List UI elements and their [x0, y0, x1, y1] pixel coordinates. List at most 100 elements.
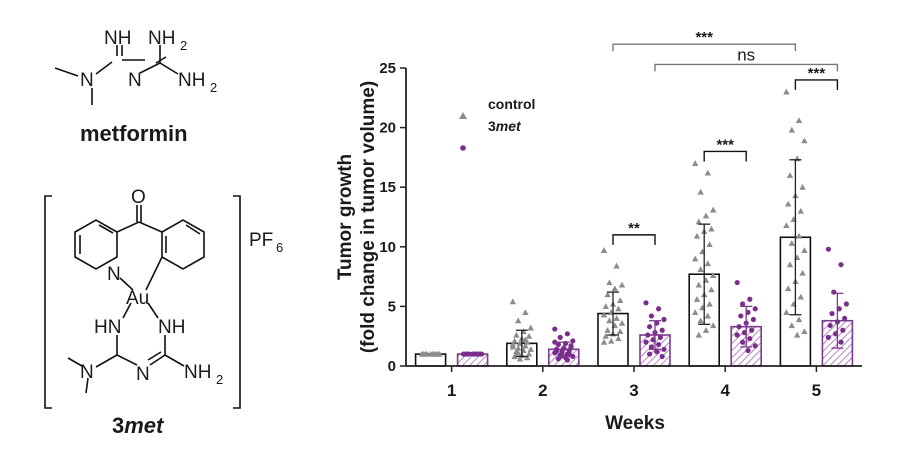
legend-marker-3met	[460, 145, 466, 151]
counterion-label: PF	[249, 230, 273, 251]
data-point-control	[695, 281, 702, 288]
data-point-control	[786, 261, 794, 268]
data-point-control	[509, 298, 516, 305]
data-point-3met	[566, 350, 572, 357]
y-tick-label: 0	[388, 358, 396, 375]
metformin-atom-n-mid: N	[128, 70, 142, 91]
data-point-3met	[843, 301, 850, 307]
data-point-control	[615, 335, 622, 342]
data-point-control	[697, 188, 704, 195]
data-point-control	[515, 317, 522, 324]
data-point-control	[695, 331, 702, 338]
x-tick-label: 3	[629, 381, 638, 400]
data-point-3met	[838, 262, 844, 268]
data-point-control	[706, 300, 713, 307]
data-point-control	[615, 305, 622, 312]
data-point-control	[785, 200, 792, 207]
data-point-control	[692, 309, 699, 315]
data-point-control	[692, 160, 699, 166]
data-point-3met	[657, 334, 664, 340]
data-point-3met	[648, 313, 655, 319]
significance-label: ns	[737, 45, 755, 64]
data-point-control	[788, 240, 795, 246]
data-point-control	[795, 232, 803, 239]
data-point-3met	[740, 339, 746, 345]
data-point-control	[797, 207, 804, 214]
data-point-3met	[564, 357, 571, 363]
y-tick-label: 15	[379, 179, 396, 196]
data-point-3met	[736, 324, 742, 330]
data-point-3met	[647, 351, 653, 357]
data-point-control	[524, 354, 531, 361]
complex-atom-nh: NH	[158, 317, 185, 338]
data-point-3met	[661, 346, 667, 352]
data-point-control	[420, 350, 427, 357]
data-point-3met	[462, 351, 468, 357]
data-point-control	[516, 355, 524, 362]
data-point-3met	[838, 339, 844, 345]
data-point-3met	[659, 327, 665, 333]
data-point-control	[515, 349, 522, 356]
data-point-control	[522, 336, 529, 343]
data-point-3met	[557, 334, 563, 340]
data-point-control	[432, 350, 440, 357]
data-point-3met	[656, 341, 662, 348]
data-point-control	[611, 285, 618, 292]
data-point-control	[600, 338, 608, 345]
data-point-3met	[752, 306, 758, 312]
data-point-3met	[749, 327, 755, 333]
data-point-3met	[734, 332, 740, 338]
complex-atom-au: Au	[126, 288, 149, 309]
x-tick-label: 1	[447, 381, 456, 400]
tumor-growth-chart: 0 5 10 15 20 25 1 2 3 4 5 Tumor growth (fold chan…	[335, 29, 862, 434]
metformin-atom-n-left: N	[80, 70, 94, 91]
data-point-control	[702, 327, 710, 333]
data-point-3met	[654, 349, 660, 355]
significance-label: ***	[695, 29, 713, 46]
data-point-3met	[475, 351, 481, 357]
data-point-control	[704, 312, 711, 319]
data-point-3met	[750, 316, 757, 323]
data-point-control	[513, 331, 520, 338]
data-point-control	[602, 333, 609, 339]
complex-atom-o: O	[131, 187, 146, 208]
data-point-3met	[747, 296, 753, 302]
data-point-control	[693, 296, 701, 302]
data-point-3met	[752, 343, 758, 349]
data-point-control	[783, 222, 790, 228]
complex-brackets	[44, 195, 241, 409]
data-point-control	[785, 285, 792, 292]
data-point-control	[710, 206, 717, 213]
significance-label: ***	[716, 136, 734, 153]
data-point-control	[702, 212, 710, 219]
data-point-control	[797, 293, 804, 300]
data-point-control	[525, 333, 533, 339]
data-point-3met	[643, 300, 649, 306]
data-point-3met	[842, 315, 848, 321]
data-point-control	[692, 255, 699, 262]
significance-annotations: ***********ns	[612, 29, 839, 245]
significance-label: **	[628, 220, 640, 237]
x-ticks: 1 2 3 4 5	[447, 366, 821, 400]
data-point-control	[788, 322, 795, 329]
data-point-control	[522, 309, 529, 315]
data-point-3met	[647, 324, 653, 330]
data-point-3met	[740, 301, 746, 307]
significance-bracket	[612, 234, 656, 245]
data-point-3met	[840, 327, 846, 333]
data-point-control	[695, 218, 702, 225]
data-point-3met	[570, 338, 576, 344]
y-tick-label: 5	[388, 298, 396, 315]
metformin-name: metformin	[80, 121, 188, 146]
data-point-control	[794, 331, 801, 338]
metformin-structure	[54, 45, 179, 105]
data-point-control	[527, 346, 534, 352]
legend-label-3met: 3met	[488, 118, 522, 134]
data-point-control	[618, 319, 626, 326]
data-point-control	[788, 126, 795, 133]
legend-label-control: control	[488, 96, 535, 112]
data-point-3met	[564, 331, 571, 337]
data-point-3met	[738, 313, 744, 319]
y-axis-label-line1: Tumor growth	[335, 154, 356, 280]
x-axis-label: Weeks	[605, 413, 665, 434]
